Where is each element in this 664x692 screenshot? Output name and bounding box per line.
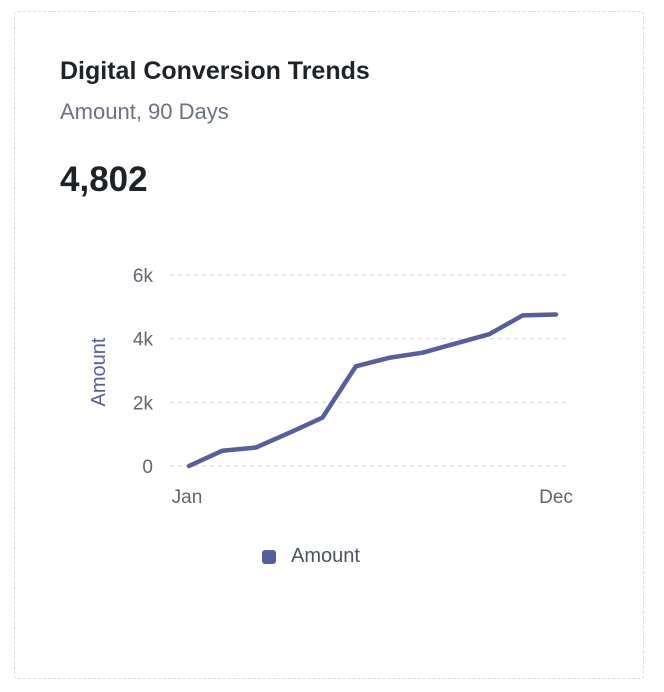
- card-subtitle: Amount, 90 Days: [60, 99, 229, 124]
- y-tick-label-2: 4k: [133, 330, 154, 351]
- legend-label: Amount: [291, 545, 360, 567]
- y-tick-label-3: 6k: [133, 266, 154, 287]
- y-axis-title: Amount: [88, 337, 110, 406]
- y-tick-label-1: 2k: [133, 393, 154, 414]
- x-tick-label-0: Jan: [172, 487, 203, 508]
- legend[interactable]: Amount: [262, 545, 360, 568]
- y-tick-label-0: 0: [142, 457, 153, 478]
- legend-swatch: [262, 549, 276, 564]
- x-tick-label-1: Dec: [539, 487, 573, 508]
- series-line-amount: [186, 312, 559, 469]
- kpi-value: 4,802: [60, 160, 148, 199]
- card-title: Digital Conversion Trends: [60, 57, 370, 85]
- chart-card: Digital Conversion Trends Amount, 90 Day…: [14, 11, 644, 679]
